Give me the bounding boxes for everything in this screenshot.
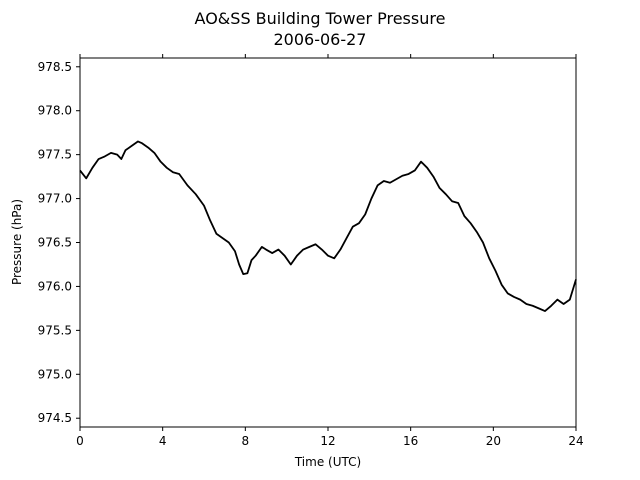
x-tick-label: 0	[76, 434, 84, 448]
y-tick-label: 976.0	[38, 279, 72, 293]
y-tick-label: 978.5	[38, 60, 72, 74]
y-tick-label: 974.5	[38, 411, 72, 425]
y-tick-label: 975.5	[38, 323, 72, 337]
y-tick-label: 977.0	[38, 192, 72, 206]
y-tick-label: 976.5	[38, 236, 72, 250]
x-axis-label: Time (UTC)	[294, 455, 361, 469]
x-tick-label: 12	[320, 434, 335, 448]
x-tick-label: 16	[403, 434, 418, 448]
plot-frame	[79, 57, 577, 428]
x-tick-label: 20	[486, 434, 501, 448]
pressure-series-line	[79, 140, 577, 312]
chart-title: AO&SS Building Tower Pressure	[195, 9, 446, 28]
y-axis-label: Pressure (hPa)	[10, 199, 24, 285]
y-tick-label: 975.0	[38, 367, 72, 381]
y-tick-label: 977.5	[38, 148, 72, 162]
x-tick-label: 8	[242, 434, 250, 448]
chart-subtitle: 2006-06-27	[274, 30, 367, 49]
x-tick-label: 24	[568, 434, 583, 448]
y-tick-label: 978.0	[38, 104, 72, 118]
x-tick-label: 4	[159, 434, 167, 448]
